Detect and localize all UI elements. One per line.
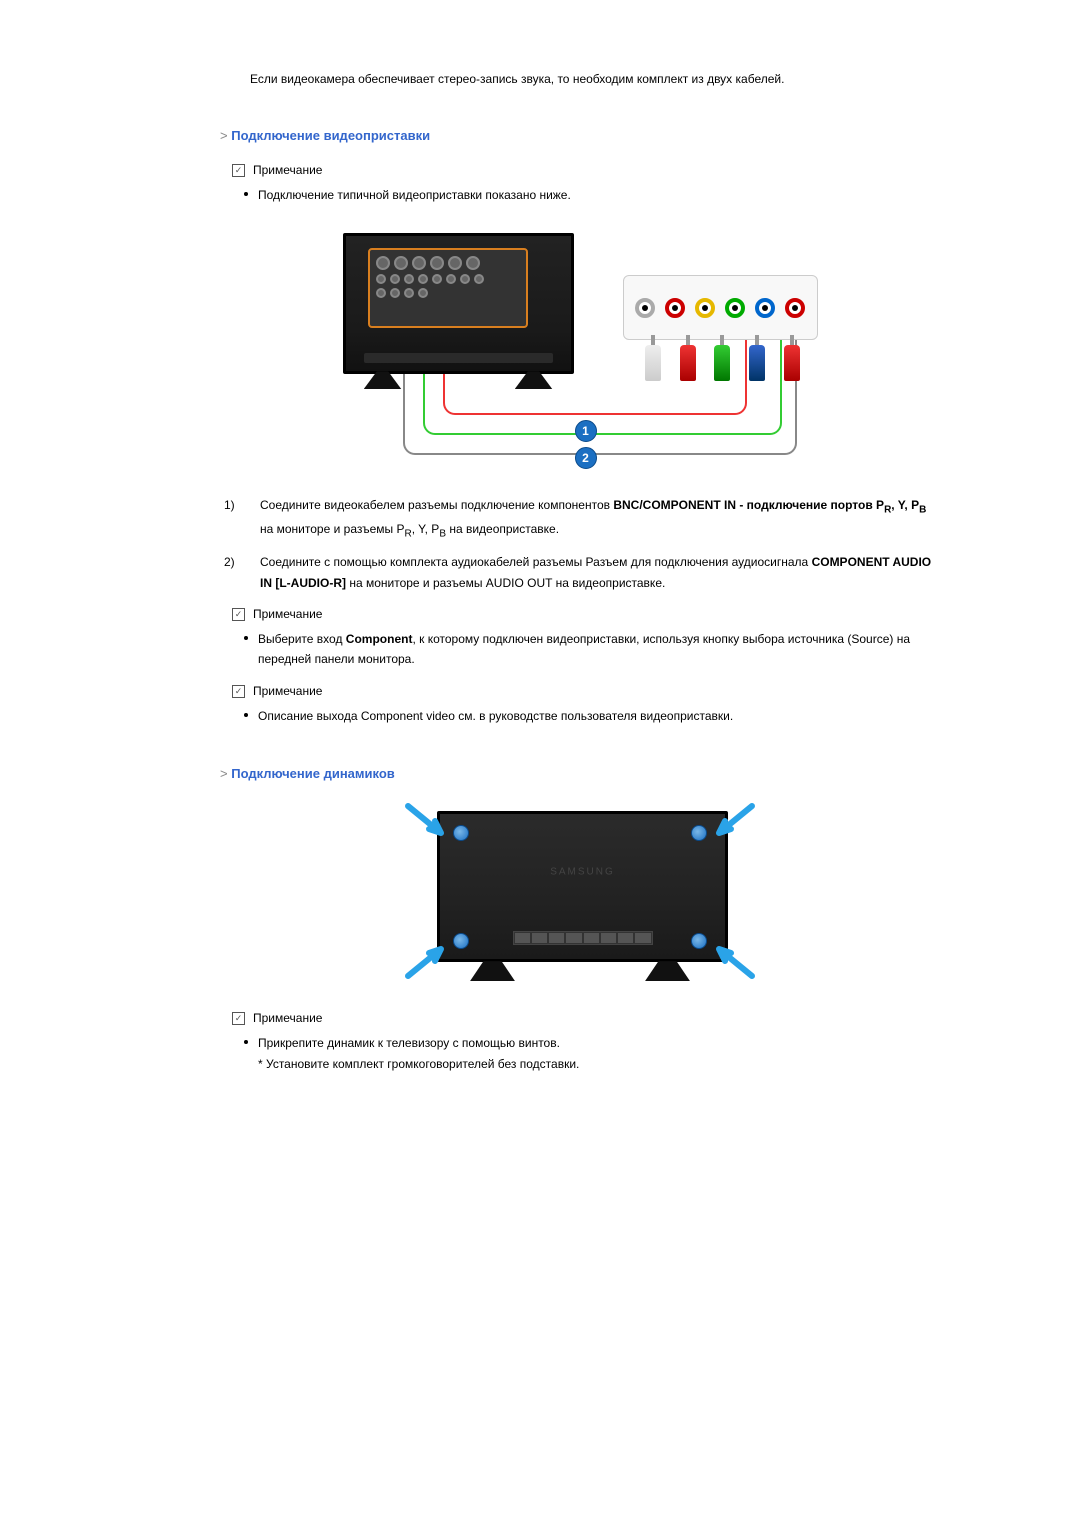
brand-label: SAMSUNG (550, 867, 615, 878)
screw-hole-bl (453, 933, 469, 949)
monitor-back (343, 233, 574, 374)
bullet-text: Описание выхода Component video см. в ру… (258, 706, 733, 726)
section-heading-speakers: Подключение динамиков (220, 766, 940, 781)
arrow-icon-tr (709, 801, 757, 849)
jack-green (725, 298, 745, 318)
cable-plugs (638, 345, 808, 385)
speaker-mount-diagram: SAMSUNG (395, 801, 765, 991)
step-num: 2) (224, 552, 242, 572)
bottom-connector-bar (513, 931, 653, 945)
plug-blue (749, 345, 765, 381)
step-2: 2) Соедините с помощью комплекта аудиока… (224, 552, 940, 593)
jack-red-2 (785, 298, 805, 318)
jack-red (665, 298, 685, 318)
step-num: 1) (224, 495, 242, 515)
bullet-icon (244, 713, 248, 717)
checkbox-icon: ✓ (232, 1012, 245, 1025)
plug-red-2 (784, 345, 800, 381)
note-row-2: ✓ Примечание (232, 607, 940, 621)
stand-left (364, 371, 402, 389)
jack-white (635, 298, 655, 318)
note-row-1: ✓ Примечание (232, 163, 940, 177)
plug-white (645, 345, 661, 381)
bullet-text: Прикрепите динамик к телевизору с помощь… (258, 1033, 579, 1074)
checkbox-icon: ✓ (232, 685, 245, 698)
screw-hole-br (691, 933, 707, 949)
checkbox-icon: ✓ (232, 164, 245, 177)
jack-blue (755, 298, 775, 318)
bullet-text: Выберите вход Component, к которому подк… (258, 629, 940, 670)
jack-yellow (695, 298, 715, 318)
plug-red (680, 345, 696, 381)
bullet-3: Описание выхода Component video см. в ру… (244, 706, 940, 726)
bullet-1: Подключение типичной видеоприставки пока… (244, 185, 940, 205)
bullet-text: Подключение типичной видеоприставки пока… (258, 185, 571, 205)
checkbox-icon: ✓ (232, 608, 245, 621)
bullet-4: Прикрепите динамик к телевизору с помощь… (244, 1033, 940, 1074)
connection-diagram-settop: 1 2 (343, 225, 818, 465)
screw-hole-tl (453, 825, 469, 841)
note-row-4: ✓ Примечание (232, 1011, 940, 1025)
connector-panel-highlight (368, 248, 528, 328)
stand-right (645, 961, 690, 981)
note-label: Примечание (253, 684, 322, 698)
step-text: Соедините видеокабелем разъемы подключен… (260, 495, 940, 542)
screw-hole-tr (691, 825, 707, 841)
step-marker-2: 2 (575, 447, 597, 469)
step-marker-1: 1 (575, 420, 597, 442)
bullet-2: Выберите вход Component, к которому подк… (244, 629, 940, 670)
stand-left (470, 961, 515, 981)
plug-green (714, 345, 730, 381)
intro-text: Если видеокамера обеспечивает стерео-зап… (250, 70, 940, 88)
arrow-icon-br (709, 933, 757, 981)
jack-panel (623, 275, 818, 340)
step-text: Соедините с помощью комплекта аудиокабел… (260, 552, 940, 593)
bullet-icon (244, 636, 248, 640)
bullet-icon (244, 1040, 248, 1044)
section-heading-video: Подключение видеоприставки (220, 128, 940, 143)
step-1: 1) Соедините видеокабелем разъемы подклю… (224, 495, 940, 542)
bullet-icon (244, 192, 248, 196)
note-label: Примечание (253, 163, 322, 177)
arrow-icon-tl (403, 801, 451, 849)
arrow-icon-bl (403, 933, 451, 981)
note-row-3: ✓ Примечание (232, 684, 940, 698)
note-label: Примечание (253, 1011, 322, 1025)
note-label: Примечание (253, 607, 322, 621)
monitor-back-2: SAMSUNG (437, 811, 728, 962)
